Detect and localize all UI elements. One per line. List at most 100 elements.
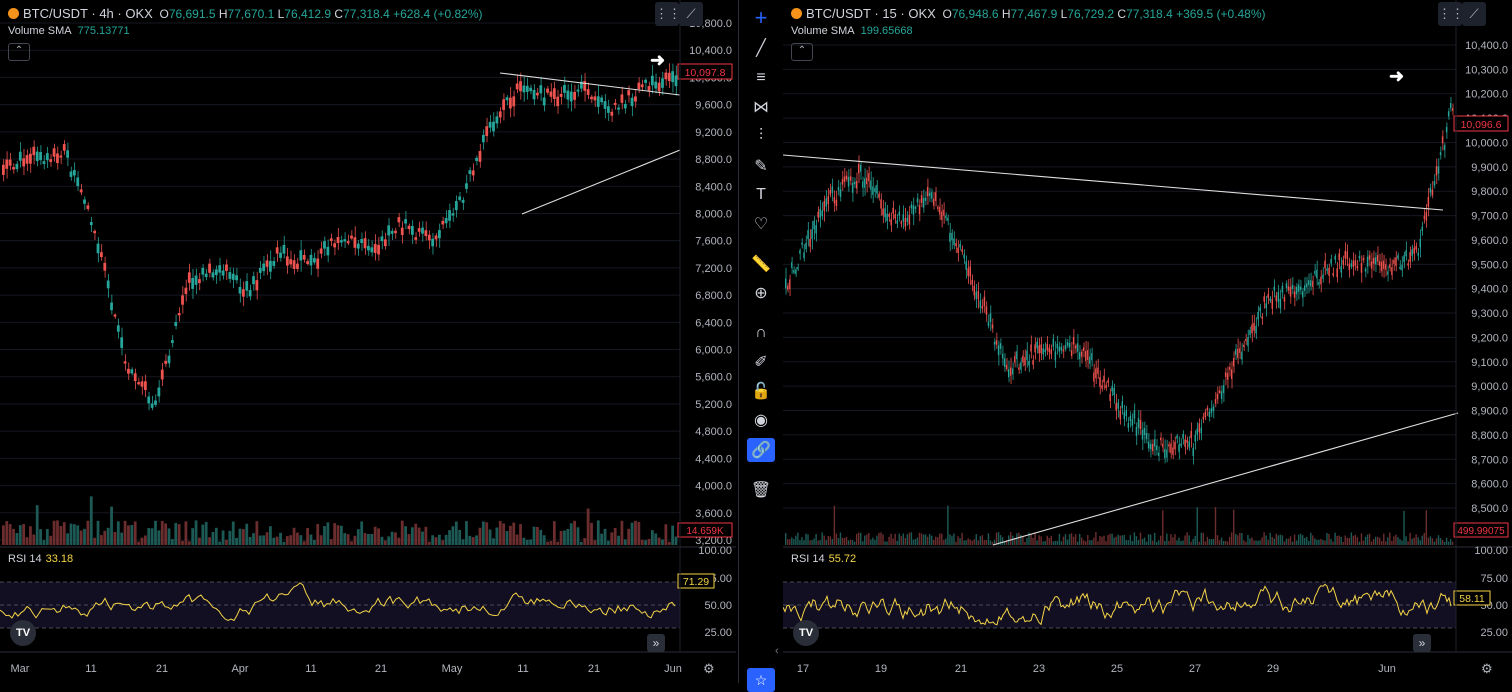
time-axis-label[interactable]: May bbox=[442, 663, 463, 675]
brush-tool[interactable]: ✎ bbox=[747, 154, 775, 178]
price-axis-label[interactable]: 3,600.0 bbox=[695, 508, 732, 520]
time-axis-label[interactable]: 23 bbox=[1033, 663, 1045, 675]
price-axis-label[interactable]: 8,000.0 bbox=[695, 208, 732, 220]
price-axis-label[interactable]: 10,300.0 bbox=[1465, 64, 1508, 76]
xabcd-pattern-tool[interactable]: ⋈ bbox=[747, 95, 775, 119]
left-settings-gear-icon[interactable]: ⚙ bbox=[703, 661, 715, 676]
price-axis-label[interactable]: 8,600.0 bbox=[1471, 479, 1508, 491]
trend-line-drawing[interactable] bbox=[992, 412, 1459, 546]
price-axis-label[interactable]: 9,900.0 bbox=[1471, 162, 1508, 174]
price-axis-label[interactable]: 4,400.0 bbox=[695, 453, 732, 465]
ruler-tool[interactable]: 📏 bbox=[747, 252, 775, 276]
price-axis-label[interactable]: 9,200.0 bbox=[1471, 332, 1508, 344]
collapse-toolbar-chevron-icon[interactable]: ‹ bbox=[775, 645, 779, 657]
rsi-axis-label[interactable]: 25.00 bbox=[704, 627, 732, 639]
price-axis-label[interactable]: 10,000.0 bbox=[1465, 137, 1508, 149]
price-axis-label[interactable]: 8,900.0 bbox=[1471, 406, 1508, 418]
right-chart-canvas[interactable]: 10,400.010,300.010,200.010,100.010,000.0… bbox=[782, 0, 1512, 683]
right-settings-gear-icon[interactable]: ⚙ bbox=[1481, 661, 1493, 676]
price-axis-label[interactable]: 9,100.0 bbox=[1471, 357, 1508, 369]
right-symbol-title[interactable]: BTC/USDT · 15 · OKX bbox=[806, 6, 936, 21]
time-axis-label[interactable]: Apr bbox=[231, 663, 248, 675]
trend-line-drawing[interactable] bbox=[499, 72, 681, 96]
long-position-tool[interactable]: ⫶ bbox=[747, 124, 775, 148]
left-rsi-legend[interactable]: RSI 14 33.18 bbox=[8, 553, 73, 565]
left-drag-handle-icon[interactable]: ⋮⋮ bbox=[655, 2, 681, 26]
price-axis-label[interactable]: 8,700.0 bbox=[1471, 454, 1508, 466]
time-axis-label[interactable]: 21 bbox=[156, 663, 168, 675]
right-scroll-to-realtime-button[interactable]: » bbox=[1413, 634, 1431, 652]
price-axis-label[interactable]: 8,500.0 bbox=[1471, 503, 1508, 515]
rsi-axis-label[interactable]: 75.00 bbox=[1480, 573, 1508, 585]
time-axis-label[interactable]: 21 bbox=[955, 663, 967, 675]
price-axis-label[interactable]: 3,200.0 bbox=[695, 535, 732, 547]
right-rsi-legend[interactable]: RSI 14 55.72 bbox=[791, 553, 856, 565]
time-axis-label[interactable]: 11 bbox=[305, 663, 316, 675]
right-collapse-legend-button[interactable]: ⌃ bbox=[791, 43, 813, 61]
price-axis-label[interactable]: 6,000.0 bbox=[695, 345, 732, 357]
price-axis-label[interactable]: 6,400.0 bbox=[695, 317, 732, 329]
price-axis-label[interactable]: 9,300.0 bbox=[1471, 308, 1508, 320]
time-axis-label[interactable]: 21 bbox=[375, 663, 387, 675]
eye-tool[interactable]: ◉ bbox=[747, 408, 775, 432]
price-axis-label[interactable]: 10,200.0 bbox=[1465, 89, 1508, 101]
price-axis-label[interactable]: 10,400.0 bbox=[689, 45, 732, 57]
magnet-tool[interactable]: ∩ bbox=[747, 321, 775, 345]
price-axis-label[interactable]: 7,600.0 bbox=[695, 236, 732, 248]
right-drag-handle-icon[interactable]: ⋮⋮ bbox=[1438, 2, 1464, 26]
rsi-axis-label[interactable]: 25.00 bbox=[1480, 627, 1508, 639]
price-axis-label[interactable]: 9,400.0 bbox=[1471, 284, 1508, 296]
time-axis-label[interactable]: Jun bbox=[664, 663, 682, 675]
time-axis-label[interactable]: 11 bbox=[517, 663, 528, 675]
price-axis-label[interactable]: 4,000.0 bbox=[695, 481, 732, 493]
left-chart-pane[interactable]: 10,800.010,400.010,000.09,600.09,200.08,… bbox=[0, 0, 736, 683]
price-axis-label[interactable]: 9,600.0 bbox=[1471, 235, 1508, 247]
price-axis-label[interactable]: 9,600.0 bbox=[695, 100, 732, 112]
time-axis-label[interactable]: 17 bbox=[797, 663, 809, 675]
link-tool[interactable]: 🔗 bbox=[747, 438, 775, 462]
price-axis-label[interactable]: 7,200.0 bbox=[695, 263, 732, 275]
time-axis-label[interactable]: Mar bbox=[11, 663, 30, 675]
rsi-axis-label[interactable]: 50.00 bbox=[704, 600, 732, 612]
price-axis-label[interactable]: 5,200.0 bbox=[695, 399, 732, 411]
right-chart-type-icon[interactable]: ⟋ bbox=[1462, 2, 1486, 26]
trash-tool[interactable]: 🗑 bbox=[747, 478, 775, 502]
lock-draw-tool[interactable]: ✐ bbox=[747, 350, 775, 374]
tradingview-logo-left[interactable]: TV bbox=[10, 620, 36, 646]
price-axis-label[interactable]: 10,400.0 bbox=[1465, 40, 1508, 52]
time-axis-label[interactable]: 29 bbox=[1267, 663, 1279, 675]
trend-line-drawing[interactable] bbox=[782, 154, 1444, 211]
rsi-axis-label[interactable]: 100.00 bbox=[1474, 545, 1508, 557]
time-axis-label[interactable]: 27 bbox=[1189, 663, 1201, 675]
price-axis-label[interactable]: 9,800.0 bbox=[1471, 186, 1508, 198]
text-tool[interactable]: T bbox=[747, 183, 775, 207]
price-axis-label[interactable]: 6,800.0 bbox=[695, 290, 732, 302]
rsi-axis-label[interactable]: 100.00 bbox=[698, 545, 732, 557]
time-axis-label[interactable]: 25 bbox=[1111, 663, 1123, 675]
price-axis-label[interactable]: 9,200.0 bbox=[695, 127, 732, 139]
time-axis-label[interactable]: 21 bbox=[588, 663, 600, 675]
price-axis-label[interactable]: 9,700.0 bbox=[1471, 211, 1508, 223]
time-axis-label[interactable]: 11 bbox=[85, 663, 96, 675]
tradingview-logo-right[interactable]: TV bbox=[793, 620, 819, 646]
price-axis-label[interactable]: 9,500.0 bbox=[1471, 259, 1508, 271]
left-chart-canvas[interactable]: 10,800.010,400.010,000.09,600.09,200.08,… bbox=[0, 0, 736, 683]
left-scroll-to-realtime-button[interactable]: » bbox=[647, 634, 665, 652]
price-axis-label[interactable]: 9,000.0 bbox=[1471, 381, 1508, 393]
left-collapse-legend-button[interactable]: ⌃ bbox=[8, 43, 30, 61]
heart-tool[interactable]: ♡ bbox=[747, 212, 775, 236]
time-axis-label[interactable]: 19 bbox=[875, 663, 887, 675]
favorites-tool[interactable]: ☆ bbox=[747, 668, 775, 692]
zoom-in-tool[interactable]: ⊕ bbox=[747, 281, 775, 305]
price-axis-label[interactable]: 8,400.0 bbox=[695, 181, 732, 193]
lock-tool[interactable]: 🔓 bbox=[747, 379, 775, 403]
fib-retracement-tool[interactable]: ≡ bbox=[747, 66, 775, 90]
time-axis-label[interactable]: Jun bbox=[1378, 663, 1396, 675]
left-symbol-title[interactable]: BTC/USDT · 4h · OKX bbox=[23, 6, 153, 21]
right-volume-legend[interactable]: Volume SMA 199.65668 bbox=[791, 25, 913, 37]
price-axis-label[interactable]: 4,800.0 bbox=[695, 426, 732, 438]
crosshair-tool[interactable]: + bbox=[747, 5, 775, 30]
price-axis-label[interactable]: 8,800.0 bbox=[1471, 430, 1508, 442]
right-chart-pane[interactable]: 10,400.010,300.010,200.010,100.010,000.0… bbox=[782, 0, 1512, 683]
left-chart-type-icon[interactable]: ⟋ bbox=[679, 2, 703, 26]
